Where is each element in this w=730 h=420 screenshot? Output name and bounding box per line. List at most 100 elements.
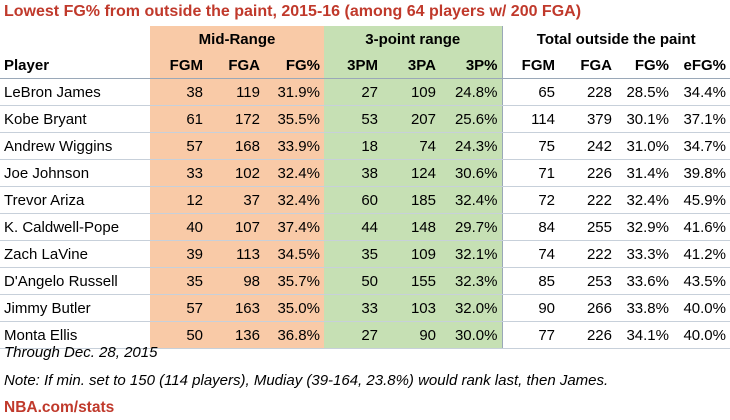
rank-note: Note: If min. set to 150 (114 players), … [4,372,609,389]
stat-cell: 114 [501,105,559,133]
stat-cell: 32.9% [616,213,673,241]
stat-cell: 32.4% [440,186,502,214]
stat-cell: 36.8% [264,321,324,349]
stat-cell: 113 [207,240,264,268]
stat-cell: 34.5% [264,240,324,268]
stat-cell: 57 [150,294,207,322]
player-name: Monta Ellis [0,321,150,349]
table-row: Trevor Ariza 12 37 32.4% 60 185 32.4% 72 222 32.4… [0,186,730,214]
stat-cell: 75 [501,132,559,160]
stat-cell: 228 [559,78,616,106]
stat-cell: 35.5% [264,105,324,133]
column-header: FGM [150,52,207,79]
player-name: Joe Johnson [0,159,150,187]
table-row: Joe Johnson 33 102 32.4% 38 124 30.6% 71 226 31.4… [0,159,730,187]
table-row: Andrew Wiggins 57 168 33.9% 18 74 24.3% 75 242 31… [0,132,730,160]
stat-cell: 84 [501,213,559,241]
stat-cell: 90 [382,321,440,349]
stat-cell: 242 [559,132,616,160]
stat-cell: 185 [382,186,440,214]
player-name: Andrew Wiggins [0,132,150,160]
column-header: 3PM [324,52,382,79]
player-name: LeBron James [0,78,150,106]
player-name: Kobe Bryant [0,105,150,133]
stat-cell: 85 [501,267,559,295]
stat-cell: 25.6% [440,105,502,133]
player-name: Trevor Ariza [0,186,150,214]
stat-cell: 379 [559,105,616,133]
source-label: NBA.com/stats [4,399,115,416]
stat-cell: 40.0% [673,321,730,349]
stat-cell: 65 [501,78,559,106]
stat-cell: 34.7% [673,132,730,160]
column-header: FGA [207,52,264,79]
stat-cell: 98 [207,267,264,295]
stat-cell: 41.2% [673,240,730,268]
stat-cell: 38 [150,78,207,106]
stat-cell: 32.4% [616,186,673,214]
stat-cell: 41.6% [673,213,730,241]
stat-cell: 57 [150,132,207,160]
stat-cell: 34.1% [616,321,673,349]
stat-cell: 109 [382,240,440,268]
stat-cell: 77 [501,321,559,349]
table-row: Kobe Bryant 61 172 35.5% 53 207 25.6% 114 379 30.… [0,105,730,133]
stat-cell: 35.0% [264,294,324,322]
column-header: 3PA [382,52,440,79]
stat-cell: 43.5% [673,267,730,295]
stat-cell: 30.6% [440,159,502,187]
stat-cell: 172 [207,105,264,133]
player-name: Jimmy Butler [0,294,150,322]
stat-cell: 31.9% [264,78,324,106]
column-header-row: Player FGM FGA FG% 3PM 3PA 3P% FGM FGA FG% eFG% [0,52,730,79]
stat-cell: 38 [324,159,382,187]
stat-cell: 44 [324,213,382,241]
stat-cell: 168 [207,132,264,160]
stat-cell: 34.4% [673,78,730,106]
stat-cell: 32.4% [264,186,324,214]
stat-cell: 33.3% [616,240,673,268]
stat-cell: 226 [559,321,616,349]
stat-cell: 61 [150,105,207,133]
stat-cell: 33.8% [616,294,673,322]
stat-cell: 72 [501,186,559,214]
stat-cell: 155 [382,267,440,295]
stat-cell: 107 [207,213,264,241]
stat-cell: 18 [324,132,382,160]
stat-cell: 37.1% [673,105,730,133]
stat-cell: 37.4% [264,213,324,241]
stat-cell: 32.4% [264,159,324,187]
stat-cell: 136 [207,321,264,349]
stat-cell: 31.0% [616,132,673,160]
column-header: FGM [501,52,559,79]
stat-cell: 33.9% [264,132,324,160]
player-name: D'Angelo Russell [0,267,150,295]
stat-cell: 32.3% [440,267,502,295]
player-name: Zach LaVine [0,240,150,268]
stat-cell: 222 [559,240,616,268]
stat-cell: 53 [324,105,382,133]
table-row: LeBron James 38 119 31.9% 27 109 24.8% 65 228 28.… [0,78,730,106]
stat-cell: 40.0% [673,294,730,322]
stat-cell: 27 [324,78,382,106]
stat-cell: 35 [150,267,207,295]
stat-cell: 32.0% [440,294,502,322]
table-row: D'Angelo Russell 35 98 35.7% 50 155 32.3% 85 253… [0,267,730,295]
stat-cell: 27 [324,321,382,349]
stat-cell: 226 [559,159,616,187]
date-footnote: Through Dec. 28, 2015 [4,344,158,361]
column-header: Player [0,52,150,79]
stat-cell: 253 [559,267,616,295]
table-title: Lowest FG% from outside the paint, 2015-… [4,3,582,20]
stat-cell: 50 [324,267,382,295]
stats-table: Mid-Range 3-point range Total outside th… [0,26,730,349]
stat-cell: 109 [382,78,440,106]
stat-cell: 29.7% [440,213,502,241]
stat-cell: 33.6% [616,267,673,295]
stat-cell: 74 [382,132,440,160]
stat-cell: 222 [559,186,616,214]
stat-cell: 35.7% [264,267,324,295]
stat-cell: 24.3% [440,132,502,160]
stat-cell: 12 [150,186,207,214]
player-name: K. Caldwell-Pope [0,213,150,241]
